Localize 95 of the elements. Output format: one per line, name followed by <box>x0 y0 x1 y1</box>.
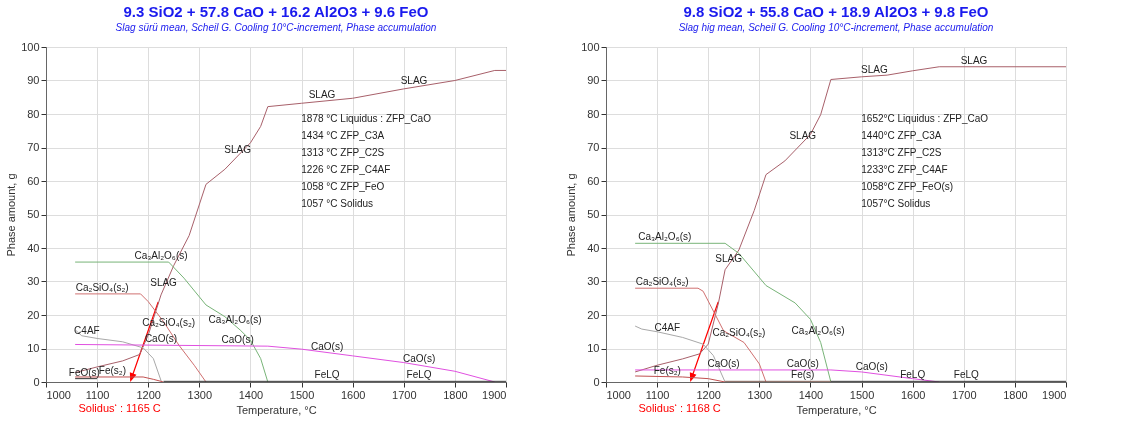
annotation: SLAG <box>308 89 336 101</box>
y-tick-label: 10 <box>27 342 40 354</box>
annotation: 1058 °C ZFP_FeO <box>301 181 385 192</box>
annotation: Ca₃Al₂O₆(s) <box>134 250 188 262</box>
annotation: SLAG <box>400 75 428 87</box>
y-tick-label: 100 <box>21 40 40 53</box>
y-tick-label: 50 <box>27 208 40 220</box>
annotation: Ca₂SiO₄(s₂) <box>712 327 766 339</box>
y-tick-label: 60 <box>587 174 600 187</box>
y-tick-label: 40 <box>27 241 40 254</box>
annotation: CaO(s) <box>786 357 819 369</box>
x-tick-label: 1100 <box>85 388 110 401</box>
annotation: 1058°C ZFP_FeO(s) <box>861 181 954 192</box>
x-tick-label: 1700 <box>952 388 977 401</box>
y-axis-title: Phase amount, g <box>565 173 578 257</box>
annotation: FeLQ <box>900 369 926 381</box>
text: Solidus‘ : 1165 C <box>78 402 161 414</box>
annotation: FeLQ <box>953 369 980 381</box>
annotation: SLAG <box>960 54 988 66</box>
chart-title: 9.3 SiO2 + 57.8 CaO + 16.2 Al2O3 + 9.6 FeO <box>123 3 429 20</box>
y-tick-label: 30 <box>27 275 40 287</box>
x-axis-title: Temperature, °C <box>236 403 317 416</box>
y-tick-label: 20 <box>587 308 600 321</box>
x-tick-label: 1200 <box>696 388 721 401</box>
annotation: CaO(s) <box>855 361 888 373</box>
x-tick-label: 1600 <box>900 388 926 401</box>
annotation: SLAG <box>150 276 178 288</box>
x-tick-label: 1400 <box>798 388 824 401</box>
y-tick-label: 0 <box>33 375 40 388</box>
y-tick-label: 70 <box>587 141 600 153</box>
y-tick-label: 40 <box>587 241 600 254</box>
x-tick-label: 1100 <box>645 388 670 401</box>
x-tick-label: 1700 <box>392 388 417 401</box>
x-tick-label: 1000 <box>606 388 631 401</box>
x-tick-label: 1400 <box>238 388 264 401</box>
annotation: C4AF <box>74 324 100 336</box>
annotation: CaO(s) <box>221 333 254 345</box>
x-tick-label: 1300 <box>747 388 773 401</box>
x-tick-label: 1500 <box>289 388 315 401</box>
annotation: 1313 °C ZFP_C2S <box>301 147 385 158</box>
annotation: 1057 °C Solidus <box>301 198 374 209</box>
chart-subtitle: Slag sürü mean, Scheil G. Cooling 10°C-increment, Phase accumulation <box>115 22 437 33</box>
x-tick-label: 1800 <box>1003 388 1028 401</box>
y-tick-label: 90 <box>587 74 600 86</box>
annotation: SLAG <box>224 143 252 155</box>
x-tick-label: 1900 <box>1042 388 1067 401</box>
annotation: 1434 °C ZFP_C3A <box>301 130 385 141</box>
x-tick-label: 1900 <box>482 388 507 401</box>
x-tick-label: 1500 <box>849 388 875 401</box>
annotation: CaO(s) <box>310 340 344 352</box>
annotation: CaO(s) <box>402 353 436 365</box>
annotation: FeO(s) <box>68 366 100 378</box>
y-tick-label: 20 <box>27 308 40 321</box>
y-tick-label: 90 <box>27 74 40 86</box>
annotation: 1652°C Liquidus : ZFP_CaO <box>861 113 989 124</box>
annotation: 1226 °C ZFP_C4AF <box>301 164 391 175</box>
annotation: Fe(s₂) <box>98 364 127 376</box>
annotation: Ca₂SiO₄(s₂) <box>635 276 689 288</box>
x-tick-label: 1000 <box>46 388 71 401</box>
annotation: FeLQ <box>314 369 340 381</box>
chart-subtitle: Slag hig mean, Scheil G. Cooling 10°C-increment, Phase accumulation <box>678 22 994 33</box>
annotation: FeLQ <box>406 369 432 381</box>
y-tick-label: 100 <box>581 40 600 53</box>
x-tick-label: 1600 <box>340 388 366 401</box>
annotation: Ca₃Al₂O₆(s) <box>791 324 845 336</box>
annotation: 1057°C Solidus <box>861 198 931 209</box>
annotation: CaO(s) <box>707 357 740 369</box>
x-tick-label: 1200 <box>136 388 161 401</box>
y-tick-label: 60 <box>27 174 40 187</box>
annotation: Ca₃Al₂O₆(s) <box>638 231 692 243</box>
annotation: C4AF <box>654 322 681 334</box>
annotation: Fe(s) <box>791 369 815 381</box>
y-axis-title: Phase amount, g <box>5 173 18 257</box>
y-tick-label: 80 <box>587 107 600 120</box>
y-tick-label: 50 <box>587 208 600 220</box>
y-tick-label: 70 <box>27 141 40 153</box>
annotation: 1313°C ZFP_C2S <box>861 147 942 158</box>
annotation: SLAG <box>860 63 888 75</box>
annotation: Fe(s₂) <box>653 364 681 376</box>
chart-title: 9.8 SiO2 + 55.8 CaO + 18.9 Al2O3 + 9.8 FeO <box>683 3 989 20</box>
annotation: Ca₂SiO₄(s₂) <box>75 281 129 293</box>
annotation: 1440°C ZFP_C3A <box>861 130 942 141</box>
y-tick-label: 80 <box>27 107 40 120</box>
y-tick-label: 10 <box>587 342 600 354</box>
x-tick-label: 1300 <box>187 388 213 401</box>
y-tick-label: 0 <box>593 375 600 388</box>
y-tick-label: 30 <box>587 275 600 287</box>
annotation: 1878 °C Liquidus : ZFP_CaO <box>301 113 432 124</box>
text: Solidus‘ : 1168 C <box>638 402 721 414</box>
annotation: SLAG <box>715 252 743 264</box>
x-tick-label: 1800 <box>443 388 468 401</box>
x-axis-title: Temperature, °C <box>796 403 877 416</box>
annotation: SLAG <box>789 130 817 142</box>
annotation: Ca₃Al₂O₆(s) <box>208 313 262 325</box>
annotation: 1233°C ZFP_C4AF <box>861 164 948 175</box>
